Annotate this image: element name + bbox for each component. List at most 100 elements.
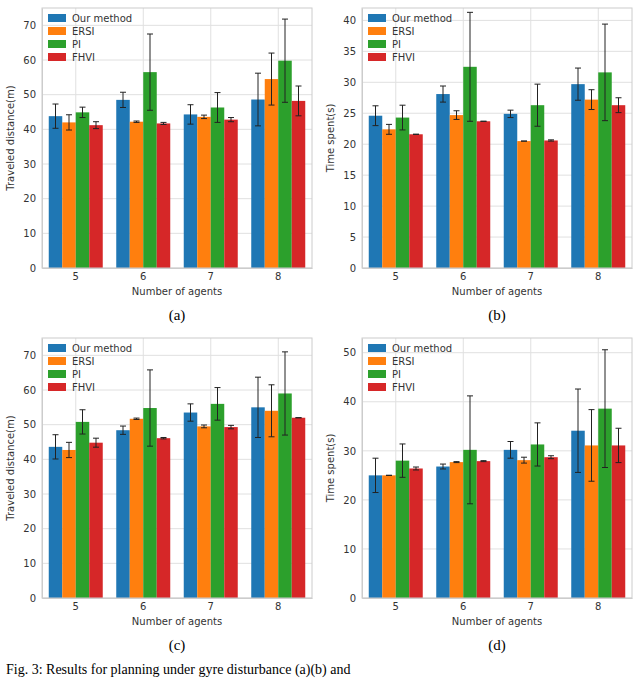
tick-label: 70 [23,20,36,31]
error-bar [269,53,275,105]
plot-frame [362,338,632,598]
error-cap [228,425,234,426]
legend-label: PI [72,369,81,380]
tick-label: 0 [30,593,36,604]
error-bar [602,24,608,121]
plot-frame [42,338,312,598]
bar [292,418,306,598]
error-cap [215,420,221,421]
error-line [217,93,218,123]
error-cap [66,114,72,115]
error-bar [66,442,72,457]
error-cap [188,403,194,404]
error-line [578,389,579,472]
axis-line [362,339,363,599]
legend: Our methodERSIPIFHVI [368,343,452,393]
error-bar [134,121,140,122]
error-bar [535,423,541,466]
tick-label: 8 [595,271,601,282]
error-bar [53,104,59,128]
error-bar [201,425,207,428]
tick-label: 10 [343,544,356,555]
tick-label: 35 [343,46,356,57]
tick: 5 [393,598,399,612]
error-cap [589,409,595,410]
legend-item: Our method [48,343,132,354]
tick: 40 [23,124,42,135]
error-bar [575,389,581,472]
tick-label: 40 [23,124,36,135]
tick-label: 7 [208,271,214,282]
x-axis: 5678 [363,598,633,612]
bar [517,460,531,598]
error-bar [413,134,419,135]
legend-swatch [368,53,386,61]
error-cap [80,107,86,108]
error-bar [296,86,302,116]
error-cap [400,129,406,130]
error-bar [215,93,221,123]
series [89,86,305,268]
error-bar [575,68,581,100]
legend: Our methodERSIPIFHVI [48,13,132,63]
error-cap [120,92,126,93]
error-bar [373,106,379,126]
error-bar [521,141,527,142]
y-axis: 0510152025303540 [343,9,362,274]
tick-label: 10 [23,558,36,569]
y-axis-title: Traveled distance(m) [5,85,16,191]
figure: 0102030405060705678Number of agentsTrave… [0,0,640,681]
error-line [190,404,191,421]
tick: 5 [350,232,362,243]
series [396,12,612,268]
tick: 20 [23,523,42,534]
bar [211,107,225,268]
error-cap [147,446,153,447]
error-line [55,435,56,459]
error-cap [400,443,406,444]
legend-item: ERSI [48,356,95,367]
legend-item: FHVI [48,382,95,393]
error-line [591,410,592,482]
legend-label: PI [72,39,81,50]
tick-label: 30 [343,77,356,88]
bar [224,427,238,598]
tick: 6 [460,598,466,612]
error-cap [521,457,527,458]
error-line [96,122,97,129]
error-cap [548,458,554,459]
error-bar [93,122,99,129]
tick-label: 5 [73,601,79,612]
legend-label: PI [392,369,401,380]
error-cap [386,124,392,125]
error-line [524,457,525,463]
error-cap [400,105,406,106]
error-cap [120,434,126,435]
bar [369,116,383,268]
error-bar [467,12,473,121]
bar [265,79,279,268]
series [369,389,585,598]
legend-label: Our method [392,13,452,24]
error-bar [548,140,554,141]
legend-item: PI [368,39,401,50]
bar [157,123,171,268]
legend-label: Our method [72,343,132,354]
bar [369,475,383,598]
error-line [375,458,376,492]
tick: 40 [343,15,362,26]
error-cap [481,121,487,122]
y-axis: 01020304050 [343,339,362,604]
error-cap [269,384,275,385]
panel-caption: (d) [488,637,506,654]
legend-swatch [48,383,66,391]
legend-swatch [368,27,386,35]
legend-swatch [48,40,66,48]
grid-y [362,353,632,598]
y-axis-title: Time spent(s) [325,104,336,174]
error-line [618,428,619,462]
error-cap [53,128,59,129]
error-line [190,105,191,124]
bar [450,115,464,268]
figure-caption: Fig. 3: Results for planning under gyre … [6,662,350,678]
